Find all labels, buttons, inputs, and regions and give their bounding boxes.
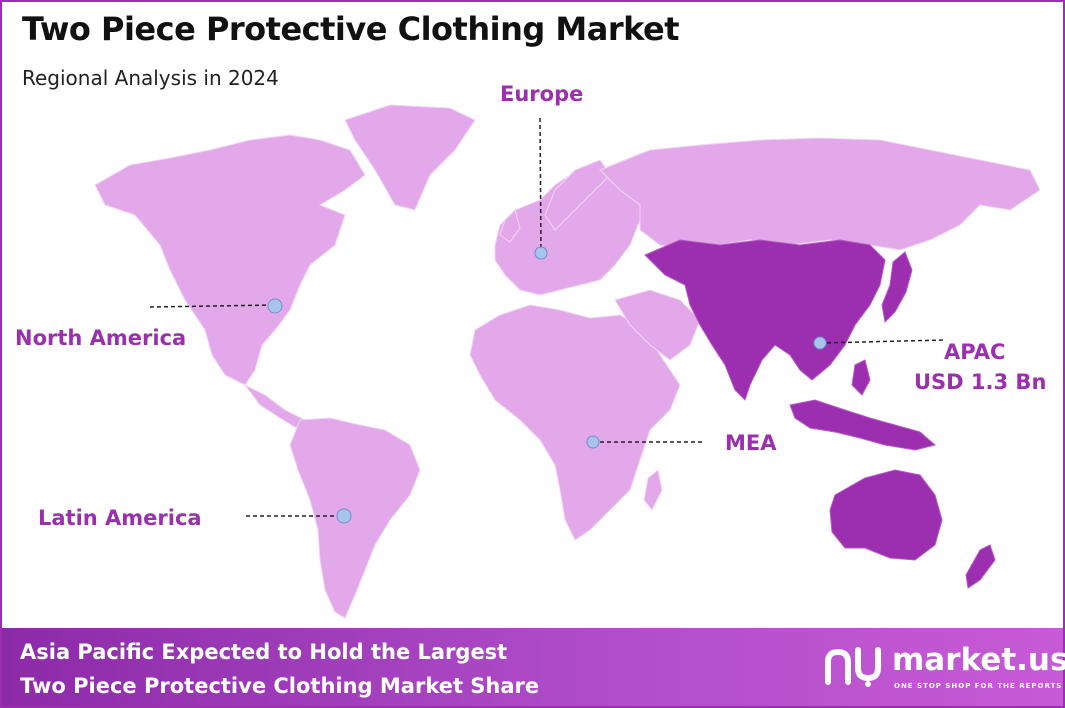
central-america-landmass	[244, 384, 306, 431]
brand-logo: market.us ONE STOP SHOP FOR THE REPORTS	[822, 642, 1065, 694]
madagascar-landmass	[643, 469, 663, 511]
footer-line-1: Asia Pacific Expected to Hold the Larges…	[20, 640, 508, 664]
latin-america-label: Latin America	[38, 506, 202, 530]
brand-tagline: ONE STOP SHOP FOR THE REPORTS	[894, 682, 1063, 690]
brand-name: market.us	[892, 642, 1065, 678]
market-us-logo-icon	[825, 647, 881, 687]
mea-marker	[586, 435, 600, 449]
page-title: Two Piece Protective Clothing Market	[22, 10, 680, 48]
new-zealand-landmass	[965, 544, 996, 589]
latin-america-marker	[336, 508, 352, 524]
north-america-label: North America	[15, 326, 187, 350]
greenland-landmass	[344, 104, 476, 211]
apac-marker	[813, 336, 827, 350]
asia-landmass	[644, 239, 886, 401]
north-america-landmass	[94, 134, 366, 386]
middle-east-landmass	[614, 289, 701, 361]
apac-value: USD 1.3 Bn	[914, 370, 1047, 394]
australia-landmass	[829, 469, 943, 561]
europe-marker	[534, 246, 548, 260]
uk-landmass	[499, 209, 521, 243]
europe-landmass	[494, 169, 646, 296]
philippines-landmass	[851, 359, 871, 396]
footer-line-2: Two Piece Protective Clothing Market Sha…	[20, 674, 540, 698]
russia-landmass	[599, 137, 1041, 251]
southeast-asia-islands	[789, 399, 937, 451]
footer-banner: Asia Pacific Expected to Hold the Larges…	[2, 628, 1065, 706]
japan-landmass	[881, 251, 913, 324]
europe-label: Europe	[500, 82, 584, 106]
page-subtitle: Regional Analysis in 2024	[22, 66, 279, 90]
europe-leader-line	[539, 117, 542, 253]
mea-label: MEA	[725, 431, 777, 455]
africa-landmass	[469, 304, 681, 541]
north-america-marker	[267, 298, 283, 314]
south-america-landmass	[289, 417, 421, 619]
apac-label: APAC	[944, 340, 1006, 364]
